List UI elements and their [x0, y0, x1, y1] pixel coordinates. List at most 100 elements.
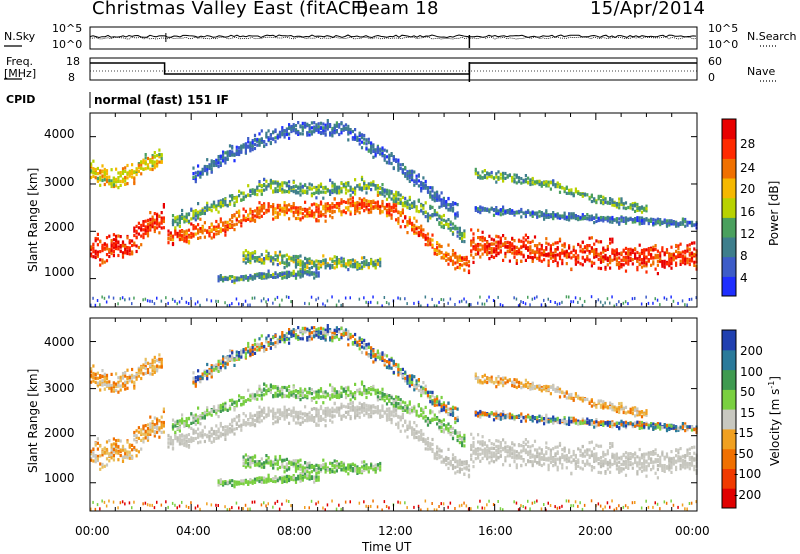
- power-cell: [329, 133, 332, 137]
- power-cell: [224, 227, 227, 232]
- power-cell: [133, 241, 136, 245]
- power-cell: [390, 191, 393, 195]
- power-cell: [283, 181, 286, 185]
- power-cell: [338, 123, 341, 127]
- power-cell: [265, 185, 268, 189]
- power-cell: [108, 234, 111, 238]
- power-cell: [370, 183, 373, 187]
- power-cell: [326, 189, 329, 193]
- power-cell: [360, 261, 364, 265]
- velocity-cell: [224, 404, 227, 408]
- power-cell: [615, 263, 618, 267]
- velocity-cell: [131, 376, 134, 380]
- power-cell: [274, 297, 276, 301]
- power-cell: [602, 303, 604, 307]
- power-cell: [579, 297, 581, 301]
- velocity-cell: [119, 388, 122, 392]
- velocity-cell: [192, 418, 195, 422]
- power-cell: [365, 260, 368, 264]
- power-cell: [160, 218, 163, 222]
- power-cell: [294, 210, 298, 214]
- power-cell: [278, 185, 282, 189]
- power-cell: [381, 189, 384, 193]
- power-cell: [634, 252, 637, 256]
- power-cell: [624, 258, 628, 262]
- power-cell: [433, 193, 436, 197]
- power-cell: [527, 176, 530, 180]
- power-cell: [536, 244, 539, 248]
- power-cell: [456, 265, 459, 269]
- power-cell: [411, 173, 414, 178]
- velocity-cell: [190, 412, 193, 416]
- power-cell: [440, 256, 443, 260]
- power-cell: [310, 126, 313, 130]
- power-cell: [265, 179, 268, 183]
- power-cell: [228, 277, 232, 281]
- power-cell: [315, 205, 318, 209]
- power-cell: [508, 248, 511, 252]
- power-cell: [395, 209, 398, 213]
- power-cell: [413, 200, 416, 204]
- power-cell: [278, 130, 282, 134]
- power-cell: [606, 297, 609, 301]
- power-cell: [524, 233, 527, 237]
- velocity-cell: [199, 377, 202, 381]
- power-cell: [310, 265, 313, 270]
- power-cell: [372, 180, 375, 184]
- power-cell: [297, 132, 300, 136]
- power-cell: [454, 212, 457, 216]
- power-cell: [502, 174, 505, 178]
- power-cell: [670, 257, 673, 261]
- power-cell: [422, 182, 425, 186]
- power-cell: [306, 259, 309, 263]
- power-cell: [128, 171, 131, 175]
- power-cell: [283, 133, 286, 137]
- power-cell: [399, 163, 402, 167]
- power-cell: [137, 169, 140, 173]
- power-cell: [563, 211, 566, 215]
- power-cell: [267, 209, 270, 213]
- velocity-cell: [137, 370, 140, 374]
- power-cell: [442, 218, 445, 222]
- power-cell: [231, 302, 233, 306]
- power-cell: [358, 211, 361, 215]
- power-cell: [372, 200, 375, 204]
- power-cell: [235, 151, 238, 155]
- power-cell: [429, 237, 432, 241]
- power-cell: [638, 262, 641, 266]
- power-cell: [94, 168, 97, 172]
- velocity-cell: [165, 500, 167, 504]
- power-cell: [388, 213, 391, 217]
- power-cell: [449, 259, 452, 263]
- power-cell: [347, 268, 350, 272]
- power-cell: [561, 243, 564, 247]
- power-cell: [333, 184, 336, 188]
- velocity-cell: [210, 413, 213, 417]
- power-cell: [474, 208, 477, 212]
- power-cell: [520, 252, 523, 256]
- power-cell: [634, 247, 637, 251]
- power-cell: [203, 235, 206, 239]
- power-cell: [477, 173, 480, 177]
- velocity-cell: [206, 406, 209, 410]
- power-cell: [294, 261, 298, 265]
- velocity-cell: [215, 411, 218, 415]
- power-cell: [110, 247, 113, 251]
- velocity-cell: [178, 429, 181, 433]
- power-cell: [627, 302, 629, 306]
- power-cell: [652, 221, 655, 225]
- power-cell: [308, 273, 311, 277]
- power-cell: [199, 175, 202, 179]
- power-cell: [187, 235, 191, 239]
- power-cell: [502, 234, 505, 238]
- power-cell: [288, 274, 291, 278]
- power-cell: [90, 169, 93, 173]
- power-cell: [508, 208, 511, 212]
- power-cell: [258, 138, 261, 142]
- power-cell: [181, 296, 183, 300]
- velocity-cell: [228, 407, 232, 411]
- power-cell: [688, 220, 691, 224]
- power-cell: [458, 255, 461, 260]
- power-cell: [360, 136, 364, 140]
- power-cell: [379, 208, 382, 212]
